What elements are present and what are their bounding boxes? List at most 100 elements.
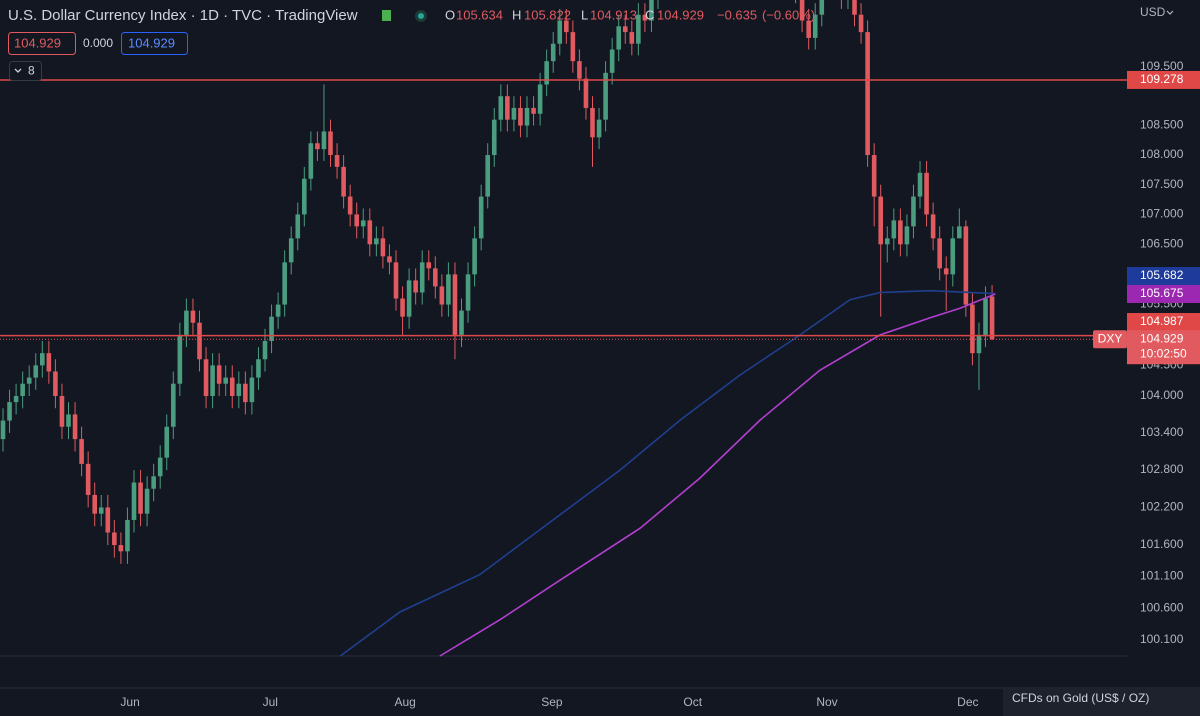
candle-body — [439, 286, 445, 305]
candle-body — [59, 395, 65, 427]
candle-body — [583, 78, 589, 108]
candle-body — [66, 414, 71, 427]
candle-body — [858, 14, 864, 33]
candle-body — [138, 482, 143, 514]
ohlc-change-pct: (−0.60%) — [762, 7, 815, 22]
candle-body — [609, 49, 615, 73]
candle-body — [334, 155, 340, 167]
candle-body — [354, 214, 360, 227]
candle-body — [144, 488, 150, 514]
spread: 0.000 — [83, 36, 113, 50]
x-tick-label: Jul — [263, 695, 278, 709]
candle-body — [419, 262, 425, 293]
candle-body — [20, 383, 25, 396]
symbol-box — [1093, 330, 1127, 349]
candle-body — [799, 0, 805, 21]
ma-label: 105.682 — [1140, 268, 1184, 282]
candle-body — [636, 14, 641, 44]
candle-body — [269, 316, 274, 341]
candle-body — [295, 214, 301, 239]
candle-body — [557, 20, 563, 44]
x-tick-label: Jun — [120, 695, 139, 709]
y-tick-label: 100.600 — [1140, 600, 1184, 614]
ma-label: 105.675 — [1140, 286, 1184, 300]
y-tick-label: 106.500 — [1140, 237, 1184, 251]
footer-box — [1003, 689, 1200, 716]
candle-body — [387, 256, 392, 263]
y-tick-label: 109.500 — [1140, 59, 1184, 73]
y-tick-label: 101.600 — [1140, 537, 1184, 551]
candle-body — [577, 61, 582, 79]
candle-body — [891, 220, 897, 239]
candle-body — [924, 172, 929, 215]
candle-body — [590, 107, 595, 138]
candle-body — [976, 334, 982, 354]
candle-body — [649, 0, 654, 21]
candle-body — [275, 304, 281, 317]
ohlc-value: 104.929 — [657, 7, 704, 22]
candle-body — [7, 402, 12, 421]
sell-box[interactable] — [8, 32, 76, 55]
candle-body — [184, 310, 189, 335]
y-tick-label: 101.100 — [1140, 569, 1184, 583]
overlay: U.S. Dollar Currency Index · 1D · TVC · … — [8, 5, 1200, 716]
candle-body — [131, 482, 137, 520]
candle-body — [308, 143, 314, 179]
y-tick-label: 102.800 — [1140, 462, 1184, 476]
candle-body — [812, 14, 818, 38]
footer-label: CFDs on Gold (US$ / OZ) — [1012, 691, 1149, 705]
candle-body — [911, 196, 916, 227]
candle-body — [622, 26, 628, 33]
indicators-toggle[interactable] — [9, 61, 42, 81]
candle-body — [151, 476, 156, 489]
candle-body — [642, 14, 648, 21]
candle-body — [171, 383, 176, 427]
flag-icon — [382, 10, 391, 21]
candle-body — [26, 377, 32, 384]
candle-body — [328, 131, 333, 156]
candle-body — [282, 262, 287, 305]
indicator-count: 8 — [28, 64, 35, 78]
candle-body — [243, 383, 248, 403]
candle-body — [223, 377, 229, 384]
candle-body — [596, 119, 602, 138]
buy-box[interactable] — [121, 32, 188, 55]
ohlc-letter: H — [512, 7, 521, 22]
candle-body — [406, 280, 412, 317]
candle-body — [564, 20, 569, 33]
chevron-icon — [1166, 10, 1174, 15]
moving-average-line — [339, 289, 996, 657]
countdown: 10:02:50 — [1140, 346, 1187, 360]
currency[interactable]: USD — [1140, 5, 1166, 19]
candle-body — [302, 178, 307, 215]
y-tick-label: 104.000 — [1140, 388, 1184, 402]
y-tick-label: 107.000 — [1140, 207, 1184, 221]
candle-body — [950, 238, 956, 275]
candle-body — [485, 155, 491, 197]
candle-body — [203, 359, 209, 396]
ohlc-letter: C — [645, 7, 654, 22]
last-price-label: 104.929 — [1140, 331, 1184, 345]
candle-body — [374, 238, 379, 245]
y-tick-label: 103.400 — [1140, 425, 1184, 439]
candle-body — [190, 310, 196, 323]
x-tick-label: Aug — [394, 695, 415, 709]
candle-body — [367, 220, 373, 245]
candle-body — [53, 371, 58, 396]
candle-body — [426, 262, 432, 269]
candle-body — [197, 322, 202, 360]
candle-body — [852, 0, 857, 15]
status-dot — [418, 13, 424, 19]
candle-body — [459, 310, 464, 335]
y-tick-label: 108.000 — [1140, 147, 1184, 161]
hline-label: 104.987 — [1140, 314, 1184, 328]
last-price-label-box — [1127, 330, 1200, 365]
symbol-label: DXY — [1098, 331, 1123, 345]
candle-body — [865, 32, 870, 156]
candle-body — [33, 365, 39, 378]
candle-body — [360, 220, 366, 227]
chart-title: U.S. Dollar Currency Index · 1D · TVC · … — [8, 7, 358, 24]
moving-average-line — [439, 293, 996, 657]
candle-body — [524, 107, 530, 126]
